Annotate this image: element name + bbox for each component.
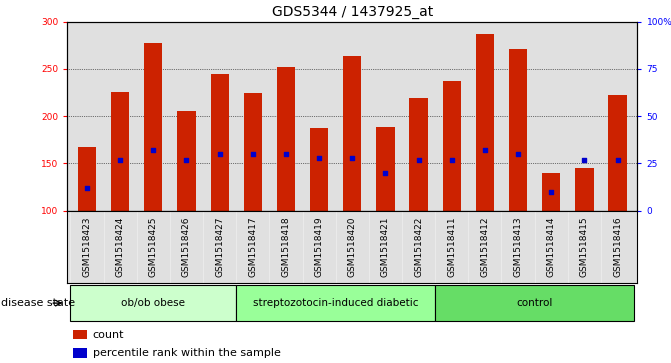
Bar [73,348,87,358]
Bar [78,147,96,211]
Bar [310,129,328,211]
Point [248,151,258,157]
Text: GSM1518421: GSM1518421 [381,216,390,277]
Bar [509,49,527,211]
Text: GSM1518413: GSM1518413 [513,216,523,277]
Bar [409,98,427,211]
Text: streptozotocin-induced diabetic: streptozotocin-induced diabetic [253,298,419,308]
Point [82,185,93,191]
Text: count: count [93,330,124,340]
Text: GSM1518425: GSM1518425 [149,216,158,277]
Text: disease state: disease state [1,298,74,308]
Bar [443,81,461,211]
Bar [144,42,162,211]
Title: GDS5344 / 1437925_at: GDS5344 / 1437925_at [272,5,433,19]
Bar [343,56,362,211]
Bar [70,285,236,321]
Bar [609,95,627,211]
Bar [177,111,195,211]
Text: ob/ob obese: ob/ob obese [121,298,185,308]
Text: GSM1518427: GSM1518427 [215,216,224,277]
Point [413,157,424,163]
Bar [211,74,229,211]
Text: GSM1518424: GSM1518424 [115,216,125,277]
Point [546,189,557,195]
Bar [111,91,130,211]
Bar [476,34,494,211]
Point [513,151,523,157]
Text: percentile rank within the sample: percentile rank within the sample [93,348,280,358]
Point [214,151,225,157]
Text: GSM1518426: GSM1518426 [182,216,191,277]
Bar [376,127,395,211]
Text: GSM1518418: GSM1518418 [281,216,291,277]
Text: GSM1518414: GSM1518414 [547,216,556,277]
Point [181,157,192,163]
Point [579,157,590,163]
Point [480,147,491,153]
Point [280,151,291,157]
Bar [236,285,435,321]
Bar [244,93,262,211]
Point [148,147,158,153]
Bar [542,173,560,211]
Text: GSM1518420: GSM1518420 [348,216,357,277]
Bar [73,330,87,339]
Text: GSM1518419: GSM1518419 [315,216,323,277]
Point [380,170,391,176]
Text: GSM1518411: GSM1518411 [448,216,456,277]
Text: control: control [517,298,553,308]
Bar [277,67,295,211]
Bar [435,285,634,321]
Text: GSM1518416: GSM1518416 [613,216,622,277]
Text: GSM1518417: GSM1518417 [248,216,257,277]
Point [347,155,358,160]
Text: GSM1518412: GSM1518412 [480,216,489,277]
Point [446,157,457,163]
Text: GSM1518423: GSM1518423 [83,216,91,277]
Bar [575,168,594,211]
Text: GSM1518415: GSM1518415 [580,216,589,277]
Point [115,157,125,163]
Text: GSM1518422: GSM1518422 [414,216,423,277]
Point [314,155,325,160]
Point [612,157,623,163]
